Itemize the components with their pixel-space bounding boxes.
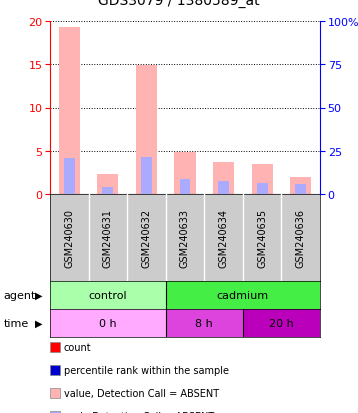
- Bar: [59, 28, 80, 195]
- Bar: [243, 309, 320, 337]
- Text: GSM240631: GSM240631: [103, 209, 113, 267]
- Text: agent: agent: [4, 290, 36, 300]
- Text: count: count: [64, 342, 92, 353]
- Text: 0 h: 0 h: [99, 318, 117, 328]
- Bar: [166, 281, 320, 309]
- Text: GDS3079 / 1380589_at: GDS3079 / 1380589_at: [98, 0, 260, 7]
- Text: percentile rank within the sample: percentile rank within the sample: [64, 365, 229, 375]
- Text: 20 h: 20 h: [269, 318, 294, 328]
- Bar: [213, 163, 234, 195]
- Bar: [180, 180, 190, 195]
- Bar: [290, 177, 311, 195]
- Bar: [174, 152, 195, 195]
- Text: GSM240634: GSM240634: [219, 209, 228, 267]
- Text: ▶: ▶: [34, 318, 42, 328]
- Bar: [102, 188, 113, 195]
- Bar: [97, 175, 118, 195]
- Text: cadmium: cadmium: [217, 290, 269, 300]
- Text: GSM240635: GSM240635: [257, 209, 267, 267]
- Bar: [252, 164, 273, 195]
- Text: GSM240636: GSM240636: [296, 209, 306, 267]
- Bar: [50, 309, 166, 337]
- Text: 8 h: 8 h: [195, 318, 213, 328]
- Text: GSM240633: GSM240633: [180, 209, 190, 267]
- Text: rank, Detection Call = ABSENT: rank, Detection Call = ABSENT: [64, 411, 214, 413]
- Text: GSM240630: GSM240630: [64, 209, 74, 267]
- Text: ▶: ▶: [34, 290, 42, 300]
- Bar: [295, 185, 306, 195]
- Bar: [141, 157, 152, 195]
- Text: value, Detection Call = ABSENT: value, Detection Call = ABSENT: [64, 388, 219, 398]
- Bar: [257, 183, 267, 195]
- Bar: [64, 158, 75, 195]
- Text: time: time: [4, 318, 29, 328]
- Bar: [218, 182, 229, 195]
- Bar: [136, 66, 157, 195]
- Text: control: control: [88, 290, 127, 300]
- Bar: [50, 281, 166, 309]
- Text: GSM240632: GSM240632: [141, 209, 151, 267]
- Bar: [166, 309, 243, 337]
